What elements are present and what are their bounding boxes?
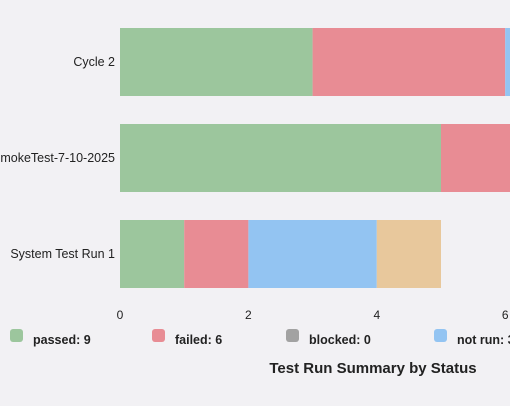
bar-passed-0[interactable] (120, 28, 313, 96)
bar-retest-2[interactable] (376, 220, 441, 288)
category-labels: Cycle 2 SmokeTest-7-10-2025 System Test Ru… (0, 55, 115, 261)
bar-passed-2[interactable] (120, 220, 185, 288)
legend-item[interactable]: blocked: 0 (286, 329, 371, 347)
legend-label: blocked: 0 (309, 333, 371, 347)
bars-layer (120, 28, 510, 288)
legend-label: failed: 6 (175, 333, 222, 347)
x-tick-label: 6 (502, 308, 509, 322)
bar-failed-1[interactable] (441, 124, 510, 192)
legend-item[interactable]: failed: 6 (152, 329, 222, 347)
legend-item[interactable]: passed: 9 (10, 329, 91, 347)
legend-swatch (434, 329, 447, 342)
legend-swatch (152, 329, 165, 342)
bar-failed-0[interactable] (312, 28, 506, 96)
x-tick-label: 2 (245, 308, 252, 322)
legend-swatch (286, 329, 299, 342)
category-label: System Test Run 1 (10, 247, 115, 261)
legend-swatch (10, 329, 23, 342)
x-tick-label: 4 (373, 308, 380, 322)
x-tick-label: 0 (117, 308, 124, 322)
legend-label: not run: 3 (457, 333, 510, 347)
bar-not-run-0[interactable] (505, 28, 510, 96)
bar-failed-2[interactable] (184, 220, 249, 288)
x-axis: 02468 (117, 308, 509, 322)
chart-title: Test Run Summary by Status (269, 360, 476, 377)
category-label: Cycle 2 (73, 55, 115, 69)
legend-item[interactable]: not run: 3 (434, 329, 510, 347)
category-label: SmokeTest-7-10-2025 (0, 151, 115, 165)
bar-not-run-2[interactable] (248, 220, 377, 288)
legend-label: passed: 9 (33, 333, 91, 347)
legend[interactable]: passed: 9 failed: 6 blocked: 0 not run: 3 (10, 329, 510, 347)
bar-passed-1[interactable] (120, 124, 441, 192)
